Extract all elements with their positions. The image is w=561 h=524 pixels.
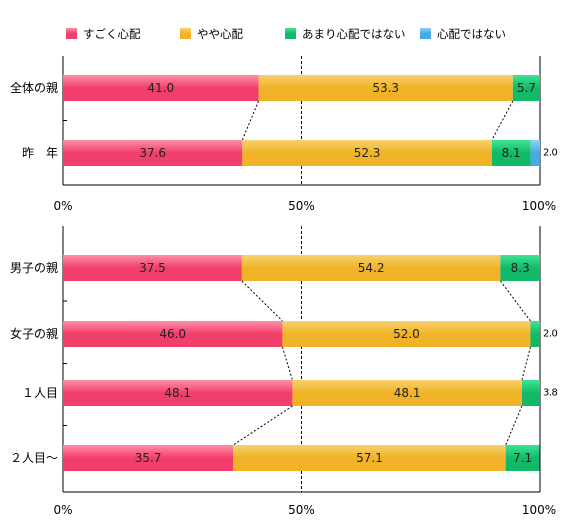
legend-label: あまり心配ではない: [302, 27, 406, 41]
bar-segment: [63, 321, 283, 347]
bar-segment: [292, 380, 522, 406]
data-label: 2.0: [543, 329, 558, 340]
data-label: 48.1: [164, 386, 191, 400]
legend-label: 心配ではない: [437, 27, 506, 41]
bar-segment: [530, 321, 540, 347]
x-tick-label: 0%: [53, 199, 72, 213]
bar-segment: [512, 75, 540, 101]
legend-label: やや心配: [197, 27, 243, 41]
x-tick-label: 50%: [288, 199, 315, 213]
x-tick-label: 100%: [522, 503, 556, 517]
data-label: 35.7: [135, 451, 162, 465]
bar-segment: [505, 445, 540, 471]
data-label: 37.5: [139, 261, 166, 275]
legend-swatch: [66, 28, 77, 39]
data-label: 46.0: [159, 327, 186, 341]
data-label: 52.3: [354, 146, 381, 160]
data-label: 3.8: [543, 388, 558, 399]
legend-swatch: [180, 28, 191, 39]
bar-segment: [258, 75, 513, 101]
data-label: 54.2: [358, 261, 385, 275]
data-label: 52.0: [393, 327, 420, 341]
bar-segment: [63, 75, 259, 101]
bar-segment: [63, 445, 234, 471]
data-label: 37.6: [139, 146, 166, 160]
bar-segment: [63, 140, 243, 166]
category-label: 昨 年: [22, 146, 58, 160]
legend-label: すごく心配: [83, 27, 141, 41]
connector-line: [505, 405, 523, 446]
bar-segment: [530, 140, 540, 166]
data-label: 8.3: [511, 261, 530, 275]
data-label: 53.3: [372, 81, 399, 95]
bar-segment: [242, 140, 492, 166]
x-tick-label: 0%: [53, 503, 72, 517]
connector-line: [500, 280, 531, 322]
legend-swatch: [285, 28, 296, 39]
data-label: 8.1: [502, 146, 521, 160]
bar-segment: [63, 380, 293, 406]
bar-segment: [500, 255, 540, 281]
data-label: 57.1: [356, 451, 383, 465]
bar-segment: [491, 140, 531, 166]
data-label: 2.0: [543, 148, 558, 159]
bar-segment: [63, 255, 242, 281]
bar-segment: [282, 321, 531, 347]
connector-line: [241, 100, 260, 141]
connector-line: [281, 346, 293, 381]
data-label: 5.7: [517, 81, 536, 95]
connector-line: [491, 100, 514, 141]
category-label: 女子の親: [10, 326, 58, 341]
category-label: 全体の親: [10, 80, 58, 95]
connector-line: [233, 405, 293, 446]
data-label: 7.1: [513, 451, 532, 465]
bar-segment: [241, 255, 501, 281]
legend-swatch: [420, 28, 431, 39]
category-label: ２人目～: [10, 451, 58, 465]
data-label: 48.1: [394, 386, 421, 400]
data-label: 41.0: [147, 81, 174, 95]
x-tick-label: 50%: [288, 503, 315, 517]
connector-line: [521, 346, 531, 381]
x-tick-label: 100%: [522, 199, 556, 213]
bar-segment: [233, 445, 506, 471]
connector-line: [241, 280, 283, 322]
bar-segment: [521, 380, 540, 406]
category-label: １人目: [22, 386, 58, 400]
category-label: 男子の親: [10, 261, 58, 275]
